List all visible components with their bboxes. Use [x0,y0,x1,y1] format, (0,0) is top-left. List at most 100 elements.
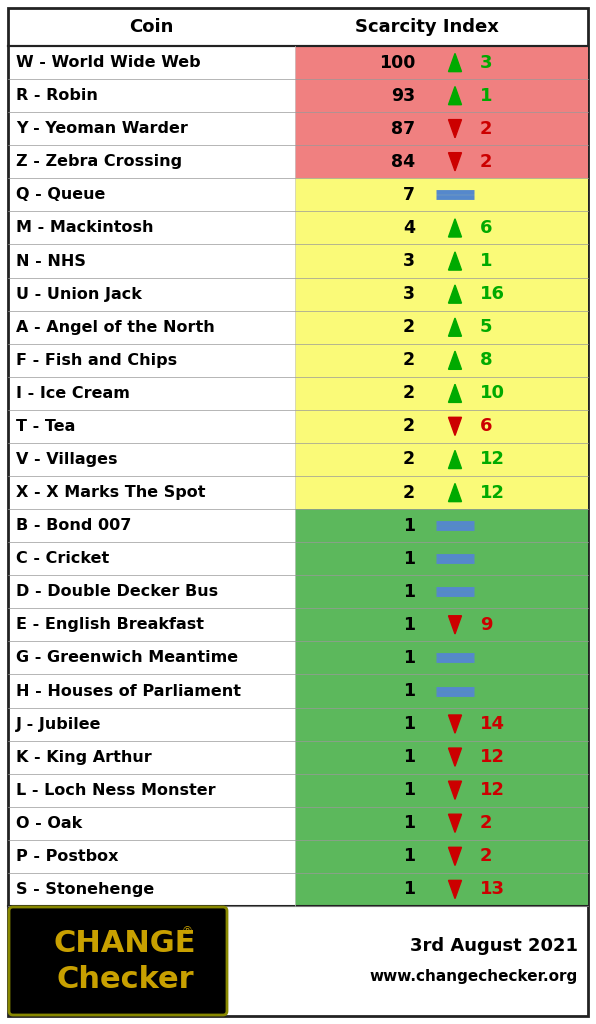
Bar [295,211,588,245]
Text: 100: 100 [378,53,415,72]
Text: C - Cricket: C - Cricket [16,551,109,566]
Text: L - Loch Ness Monster: L - Loch Ness Monster [16,782,216,798]
Bar [295,708,588,740]
Text: E - English Breakfast: E - English Breakfast [16,617,204,633]
Text: 2: 2 [403,384,415,402]
Text: 1: 1 [403,749,415,766]
Polygon shape [449,881,461,898]
Text: R - Robin: R - Robin [16,88,98,103]
Polygon shape [449,219,461,237]
Text: 2: 2 [480,120,492,137]
Text: J - Jubilee: J - Jubilee [16,717,101,731]
Text: 3: 3 [403,252,415,270]
Text: T - Tea: T - Tea [16,419,75,434]
Polygon shape [449,120,461,138]
Bar [295,46,588,79]
Text: G - Greenwich Meantime: G - Greenwich Meantime [16,650,238,666]
Text: 4: 4 [403,219,415,237]
Bar [295,310,588,344]
Text: 3: 3 [403,285,415,303]
Text: 1: 1 [480,87,492,104]
Text: I - Ice Cream: I - Ice Cream [16,386,130,400]
Bar [295,509,588,542]
Text: B - Bond 007: B - Bond 007 [16,518,131,534]
Text: Scarcity Index: Scarcity Index [355,18,498,36]
Text: www.changechecker.org: www.changechecker.org [370,969,578,983]
Text: H - Houses of Parliament: H - Houses of Parliament [16,683,241,698]
Text: P - Postbox: P - Postbox [16,849,119,864]
Text: 7: 7 [403,185,415,204]
Text: X - X Marks The Spot: X - X Marks The Spot [16,485,206,500]
Text: 1: 1 [403,848,415,865]
Polygon shape [449,451,461,469]
Text: N - NHS: N - NHS [16,254,86,268]
Bar [295,278,588,310]
Text: 1: 1 [403,517,415,535]
Text: 1: 1 [403,583,415,601]
Text: 14: 14 [480,715,505,733]
Polygon shape [449,285,461,303]
Text: 2: 2 [480,848,492,865]
Text: Coin: Coin [129,18,173,36]
Bar [295,79,588,113]
Text: 1: 1 [403,649,415,667]
Bar [295,145,588,178]
Text: Z - Zebra Crossing: Z - Zebra Crossing [16,155,182,169]
Text: 6: 6 [480,418,492,435]
Bar [295,608,588,641]
Text: 5: 5 [480,318,492,336]
Text: 1: 1 [403,715,415,733]
Bar [295,443,588,476]
Text: 2: 2 [403,483,415,502]
Text: 2: 2 [403,451,415,468]
Bar [295,840,588,872]
Polygon shape [449,86,461,104]
Text: 93: 93 [391,87,415,104]
Text: 87: 87 [391,120,415,137]
Polygon shape [449,847,461,865]
Text: 1: 1 [403,550,415,567]
Text: 6: 6 [480,219,492,237]
Bar [295,575,588,608]
Bar [295,675,588,708]
Polygon shape [449,715,461,733]
Text: M - Mackintosh: M - Mackintosh [16,220,154,236]
Polygon shape [449,749,461,766]
Text: 2: 2 [480,814,492,833]
Text: 1: 1 [403,814,415,833]
Text: 1: 1 [403,615,415,634]
Bar [295,542,588,575]
Polygon shape [449,483,461,502]
Text: A - Angel of the North: A - Angel of the North [16,319,215,335]
Text: F - Fish and Chips: F - Fish and Chips [16,352,177,368]
Text: 1: 1 [403,781,415,799]
Text: 3: 3 [480,53,492,72]
Text: 8: 8 [480,351,493,370]
Text: O - Oak: O - Oak [16,816,82,830]
Text: S - Stonehenge: S - Stonehenge [16,882,154,897]
Bar [295,178,588,211]
Text: 2: 2 [403,318,415,336]
Bar [295,113,588,145]
Bar [295,807,588,840]
Bar [295,641,588,675]
Text: 10: 10 [480,384,505,402]
Text: Q - Queue: Q - Queue [16,187,105,203]
Text: 16: 16 [480,285,505,303]
Text: 2: 2 [403,351,415,370]
Text: Checker: Checker [56,965,194,993]
Bar [295,476,588,509]
Bar [295,410,588,443]
Polygon shape [449,615,461,634]
Polygon shape [449,252,461,270]
Bar [295,872,588,906]
Text: 1: 1 [403,881,415,898]
Bar [295,344,588,377]
Text: 3rd August 2021: 3rd August 2021 [410,937,578,955]
Text: V - Villages: V - Villages [16,452,117,467]
Polygon shape [449,781,461,800]
Bar [295,740,588,774]
Text: 12: 12 [480,749,505,766]
Text: 9: 9 [480,615,492,634]
Text: ®: ® [182,926,193,936]
